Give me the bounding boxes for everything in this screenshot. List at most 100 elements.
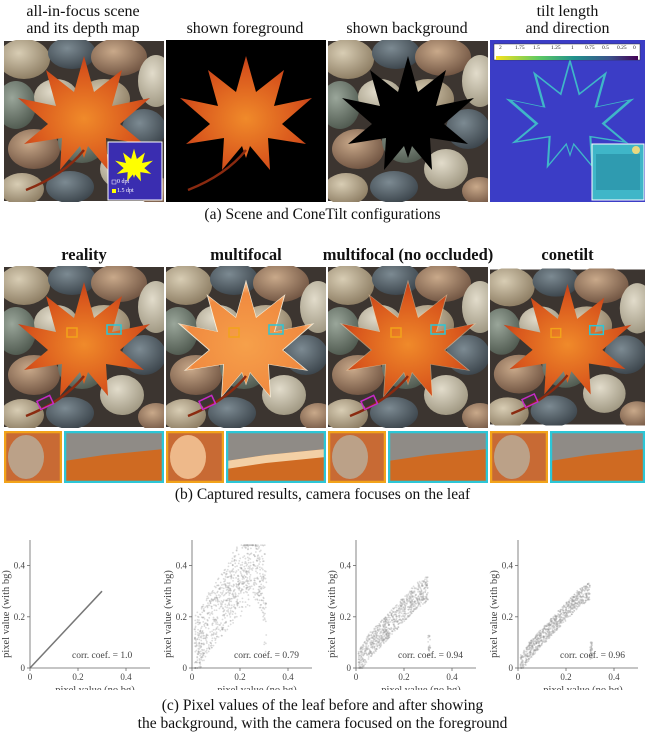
data-point [202,654,205,657]
data-point [577,594,579,597]
data-point [222,587,225,590]
data-point [575,607,578,610]
data-point [233,589,235,592]
data-point [261,599,263,602]
data-point [571,599,574,602]
data-point [560,616,563,619]
data-point [582,600,585,603]
data-point [538,644,541,647]
data-point [230,585,233,587]
data-point [253,596,255,599]
data-point [416,599,419,602]
data-point [248,544,250,547]
data-point [249,561,252,564]
data-point [241,546,244,549]
data-point [420,601,423,604]
data-point [410,604,413,607]
data-point [553,619,556,621]
data-point [565,614,568,617]
data-point [588,586,591,589]
data-point [427,634,430,637]
data-point [565,606,567,609]
data-point [259,575,262,578]
data-point [230,604,233,607]
data-point [405,595,408,598]
data-point [555,625,558,628]
data-point [381,639,383,642]
data-point [542,635,545,638]
data-point [569,597,572,600]
data-point [199,635,202,638]
colorbar-tick: 0.25 [617,45,627,51]
data-point [370,655,373,657]
data-point [392,608,395,610]
data-point [556,620,559,623]
data-point [563,612,565,615]
data-point [572,607,574,609]
data-point [548,627,551,630]
data-point [232,621,235,624]
data-point [422,587,425,590]
data-point [383,630,386,633]
data-point [429,646,431,648]
data-point [198,648,201,650]
data-point [552,631,555,634]
data-point [412,595,415,598]
data-point [542,627,545,630]
data-point [213,637,216,640]
data-point [220,622,222,625]
data-point [261,568,264,571]
inset-marker-magenta [520,392,539,409]
data-point [398,622,401,625]
data-point [363,641,366,644]
data-point [404,610,407,613]
data-point [400,598,403,601]
data-point [394,606,396,609]
data-point [425,584,427,587]
data-point [239,571,242,573]
data-point [224,585,227,588]
data-point [249,585,251,588]
data-point [361,651,364,654]
data-point [406,596,409,599]
data-point [576,598,579,601]
data-point [529,644,532,647]
data-point [547,635,550,638]
data-point [417,582,419,585]
data-point [216,626,219,628]
data-point [396,620,399,622]
colorbar [493,43,641,61]
data-point [259,585,262,588]
data-point [429,647,432,649]
data-point [194,642,197,645]
data-point [551,630,554,633]
data-point [590,643,593,646]
data-point [366,648,369,651]
data-point [524,661,527,664]
data-point [376,628,379,631]
data-point [243,546,246,548]
data-point [544,624,547,627]
data-point [525,650,528,653]
data-point [240,589,243,592]
data-point [384,631,386,633]
data-point [524,664,527,666]
data-point [369,650,371,652]
data-point [558,610,561,613]
data-point [416,598,418,601]
data-point [402,598,405,601]
data-point [389,628,392,631]
data-point [383,623,386,626]
data-point [361,648,364,651]
data-point [521,665,523,668]
data-point [219,624,222,626]
data-point [243,555,246,557]
data-point [545,635,548,638]
data-point [422,592,425,595]
data-point [260,599,263,602]
data-point [366,641,368,643]
data-point [238,583,241,585]
data-point [253,564,256,567]
data-point [228,607,230,609]
